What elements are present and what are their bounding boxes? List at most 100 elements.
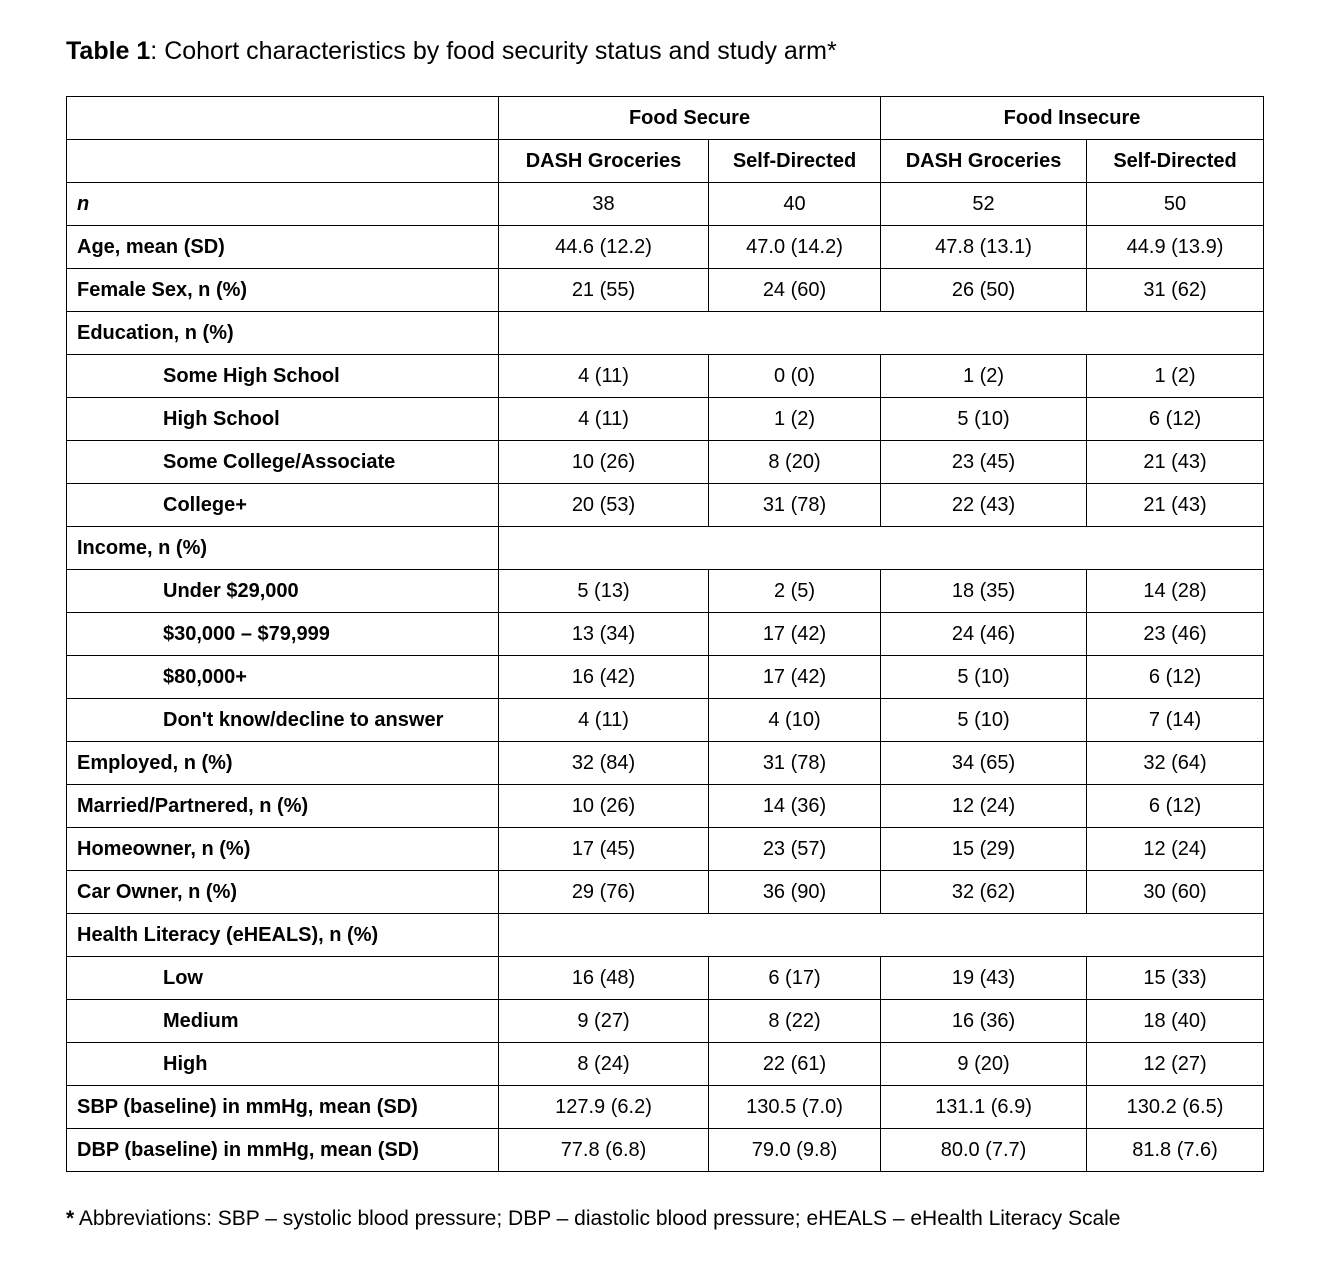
row-label: Female Sex, n (%) [66, 268, 499, 312]
footnote-text: Abbreviations: SBP – systolic blood pres… [74, 1207, 1121, 1230]
table-row: Age, mean (SD) 44.6 (12.2) 47.0 (14.2) 47.8… [66, 225, 1265, 269]
value-cell: 4 (10) [707, 698, 882, 742]
value-cell: 44.9 (13.9) [1086, 225, 1265, 269]
value-cell: 16 (42) [498, 655, 709, 699]
row-label: Education, n (%) [66, 311, 499, 355]
value-cell: 9 (27) [498, 999, 709, 1043]
table-row: Employed, n (%) 32 (84) 31 (78) 34 (65) 32 (… [66, 741, 1265, 785]
table-title-label: Table 1 [66, 37, 151, 65]
value-cell: 32 (62) [880, 870, 1088, 914]
value-cell: 15 (33) [1086, 956, 1265, 1000]
value-cell: 1 (2) [1086, 354, 1265, 398]
value-cell: 26 (50) [880, 268, 1088, 312]
value-cell: 80.0 (7.7) [880, 1128, 1088, 1172]
row-label: SBP (baseline) in mmHg, mean (SD) [66, 1085, 499, 1129]
table-row: Married/Partnered, n (%) 10 (26) 14 (36) 12… [66, 784, 1265, 828]
table-row: High 8 (24) 22 (61) 9 (20) 12 (27) [66, 1042, 1265, 1086]
group-header-food-secure: Food Secure [497, 96, 882, 140]
value-cell: 21 (43) [1086, 483, 1265, 527]
table-title-text: : Cohort characteristics by food securit… [150, 37, 837, 65]
table-row: Medium 9 (27) 8 (22) 16 (36) 18 (40) [66, 999, 1265, 1043]
row-label: Income, n (%) [66, 526, 499, 570]
value-cell: 47.0 (14.2) [707, 225, 882, 269]
value-cell: 16 (48) [498, 956, 709, 1000]
column-header: DASH Groceries [880, 139, 1088, 183]
value-cell: 131.1 (6.9) [880, 1085, 1088, 1129]
value-cell: 6 (12) [1086, 784, 1265, 828]
table-row: n 38 40 52 50 [66, 182, 1265, 226]
row-label: DBP (baseline) in mmHg, mean (SD) [66, 1128, 499, 1172]
value-cell: 77.8 (6.8) [498, 1128, 709, 1172]
value-cell: 12 (24) [1086, 827, 1265, 871]
value-cell: 19 (43) [880, 956, 1088, 1000]
value-cell: 23 (46) [1086, 612, 1265, 656]
value-cell: 24 (46) [880, 612, 1088, 656]
table-body: n 38 40 52 50 Age, mean (SD) 44.6 (12.2) 47.0 (… [66, 182, 1265, 1172]
row-label: Age, mean (SD) [66, 225, 499, 269]
row-label: Under $29,000 [66, 569, 499, 613]
value-cell: 18 (40) [1086, 999, 1265, 1043]
table-row: Female Sex, n (%) 21 (55) 24 (60) 26 (50) 31… [66, 268, 1265, 312]
value-cell: 8 (20) [707, 440, 882, 484]
table-row: Education, n (%) [66, 311, 1265, 355]
table-row: Homeowner, n (%) 17 (45) 23 (57) 15 (29) 12 … [66, 827, 1265, 871]
value-cell: 10 (26) [498, 440, 709, 484]
row-label: $80,000+ [66, 655, 499, 699]
value-cell: 32 (84) [498, 741, 709, 785]
value-cell: 0 (0) [707, 354, 882, 398]
column-header: Self-Directed [707, 139, 882, 183]
row-label: Health Literacy (eHEALS), n (%) [66, 913, 499, 957]
value-cell: 17 (42) [707, 612, 882, 656]
value-cell: 9 (20) [880, 1042, 1088, 1086]
value-cell: 31 (62) [1086, 268, 1265, 312]
section-blank-cell [497, 311, 1265, 355]
value-cell: 5 (10) [880, 698, 1088, 742]
table-row: College+ 20 (53) 31 (78) 22 (43) 21 (43) [66, 483, 1265, 527]
value-cell: 4 (11) [498, 354, 709, 398]
table-row: Some High School 4 (11) 0 (0) 1 (2) 1 (2) [66, 354, 1265, 398]
table-row: Low 16 (48) 6 (17) 19 (43) 15 (33) [66, 956, 1265, 1000]
value-cell: 1 (2) [880, 354, 1088, 398]
value-cell: 17 (42) [707, 655, 882, 699]
group-header-food-insecure: Food Insecure [880, 96, 1265, 140]
row-label: High School [66, 397, 499, 441]
value-cell: 2 (5) [707, 569, 882, 613]
value-cell: 4 (11) [498, 698, 709, 742]
value-cell: 130.5 (7.0) [707, 1085, 882, 1129]
row-label: Married/Partnered, n (%) [66, 784, 499, 828]
value-cell: 7 (14) [1086, 698, 1265, 742]
value-cell: 17 (45) [498, 827, 709, 871]
value-cell: 34 (65) [880, 741, 1088, 785]
value-cell: 38 [498, 182, 709, 226]
value-cell: 1 (2) [707, 397, 882, 441]
row-label: College+ [66, 483, 499, 527]
value-cell: 52 [880, 182, 1088, 226]
section-blank-cell [497, 526, 1265, 570]
value-cell: 15 (29) [880, 827, 1088, 871]
value-cell: 8 (22) [707, 999, 882, 1043]
table-row: Car Owner, n (%) 29 (76) 36 (90) 32 (62) 30 … [66, 870, 1265, 914]
value-cell: 127.9 (6.2) [498, 1085, 709, 1129]
table-row: DBP (baseline) in mmHg, mean (SD) 77.8 (6… [66, 1128, 1265, 1172]
value-cell: 6 (17) [707, 956, 882, 1000]
table-row: Income, n (%) [66, 526, 1265, 570]
value-cell: 50 [1086, 182, 1265, 226]
footnote-marker: * [66, 1207, 75, 1230]
column-header-row: DASH Groceries Self-Directed DASH Grocer… [66, 139, 1265, 183]
value-cell: 6 (12) [1086, 397, 1265, 441]
table-row: SBP (baseline) in mmHg, mean (SD) 127.9 (… [66, 1085, 1265, 1129]
table-row: $30,000 – $79,999 13 (34) 17 (42) 24 (46) 23… [66, 612, 1265, 656]
column-header: Self-Directed [1086, 139, 1265, 183]
value-cell: 22 (43) [880, 483, 1088, 527]
value-cell: 21 (55) [498, 268, 709, 312]
table-row: Health Literacy (eHEALS), n (%) [66, 913, 1265, 957]
value-cell: 5 (10) [880, 397, 1088, 441]
corner-cell [66, 139, 499, 183]
table-row: Don't know/decline to answer 4 (11) 4 (10)… [66, 698, 1265, 742]
value-cell: 5 (10) [880, 655, 1088, 699]
column-header: DASH Groceries [498, 139, 709, 183]
table-row: $80,000+ 16 (42) 17 (42) 5 (10) 6 (12) [66, 655, 1265, 699]
value-cell: 12 (27) [1086, 1042, 1265, 1086]
table-row: Under $29,000 5 (13) 2 (5) 18 (35) 14 (28) [66, 569, 1265, 613]
